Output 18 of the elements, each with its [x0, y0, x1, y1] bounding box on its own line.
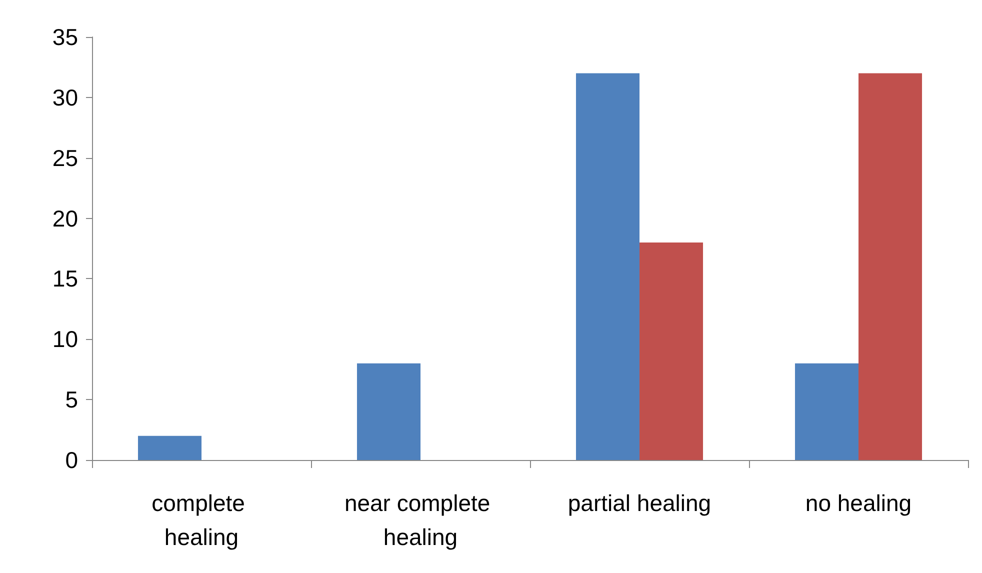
y-tick-label: 25 [52, 144, 78, 171]
bar [640, 242, 704, 460]
y-tick-label: 15 [52, 266, 78, 292]
y-tick-label: 20 [52, 205, 78, 232]
y-tick-label: 35 [52, 24, 78, 50]
bar [138, 436, 202, 460]
x-tick-label: partial healing [568, 490, 712, 516]
y-tick-label: 0 [65, 447, 78, 473]
bar [576, 73, 640, 460]
y-tick-label: 30 [52, 84, 78, 110]
y-tick-label: 10 [52, 326, 78, 352]
x-tick-label: complete healing [152, 490, 252, 550]
y-tick-label: 5 [65, 386, 78, 413]
bar [794, 363, 858, 460]
x-tick-label: no healing [805, 490, 912, 516]
bar [858, 73, 922, 460]
x-tick-label: near complete healing [344, 490, 497, 550]
bar [356, 363, 420, 460]
